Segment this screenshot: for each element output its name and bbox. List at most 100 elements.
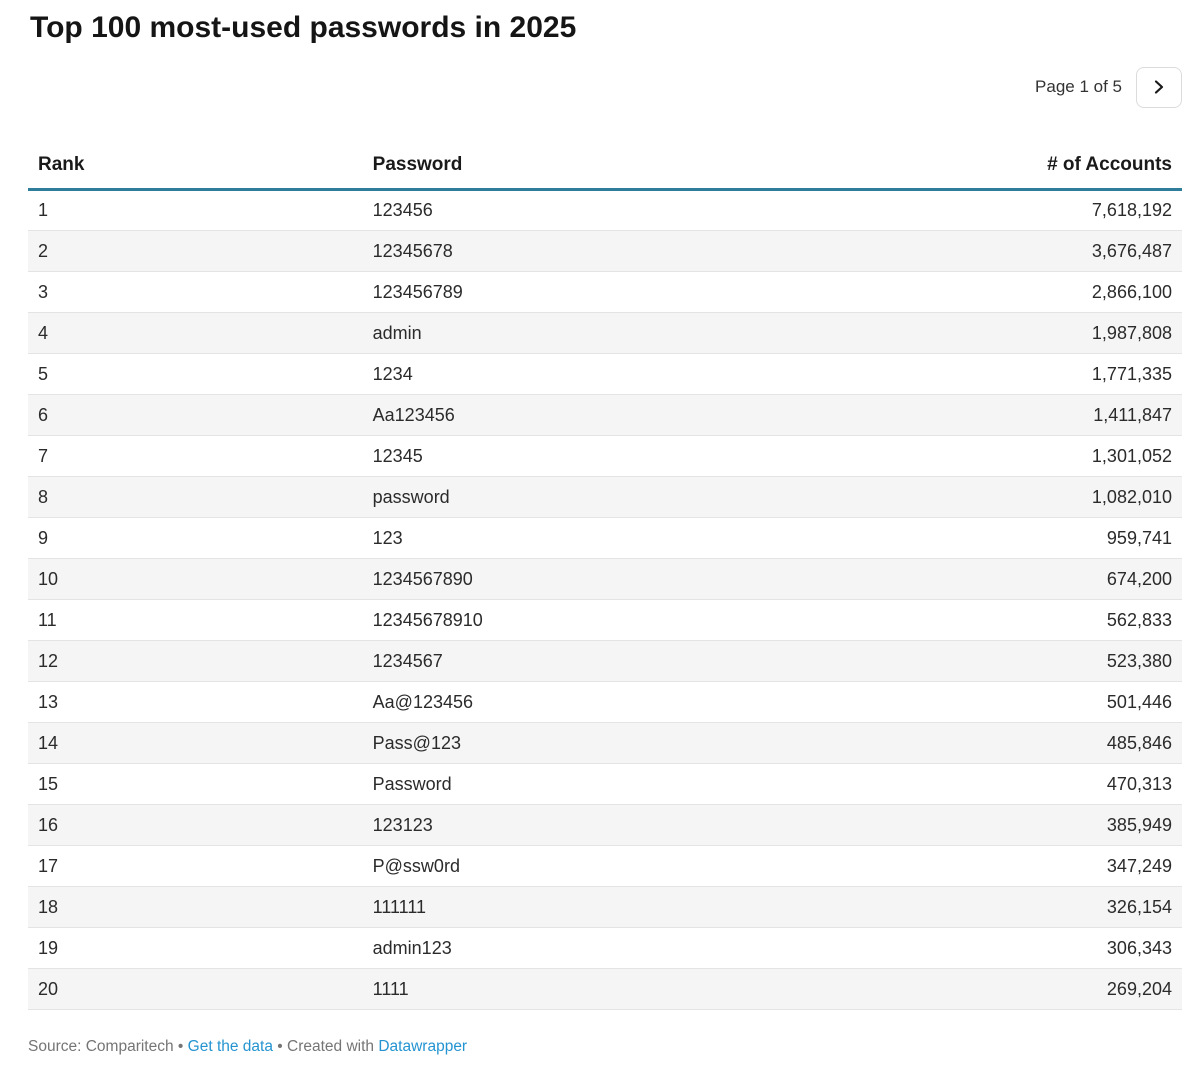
accounts-cell: 562,833	[847, 599, 1182, 641]
password-cell: Aa123456	[362, 394, 848, 436]
rank-cell: 7	[28, 435, 363, 477]
accounts-cell: 306,343	[847, 927, 1182, 969]
password-cell: 111111	[362, 886, 848, 928]
accounts-cell: 1,987,808	[847, 312, 1182, 354]
pagination-label: Page 1 of 5	[1035, 77, 1122, 96]
table-row: 13 Aa@123456 501,446	[28, 681, 1182, 723]
source-label: Source: Comparitech	[28, 1038, 174, 1055]
rank-cell: 6	[28, 394, 363, 436]
rank-cell: 15	[28, 763, 363, 805]
rank-cell: 2	[28, 230, 363, 272]
rank-cell: 4	[28, 312, 363, 354]
table-row: 17 P@ssw0rd 347,249	[28, 845, 1182, 887]
password-cell: admin	[362, 312, 848, 354]
password-cell: 1234567	[362, 640, 848, 682]
password-cell: admin123	[362, 927, 848, 969]
rank-cell: 8	[28, 476, 363, 518]
rank-cell: 10	[28, 558, 363, 600]
created-with-label: Created with	[287, 1038, 375, 1055]
table-row: 1 123456 7,618,192	[28, 189, 1182, 231]
table-row: 10 1234567890 674,200	[28, 558, 1182, 600]
next-page-button[interactable]	[1136, 66, 1182, 108]
password-cell: 123456	[362, 189, 848, 231]
table-row: 20 1111 269,204	[28, 968, 1182, 1010]
password-cell: Pass@123	[362, 722, 848, 764]
password-cell: password	[362, 476, 848, 518]
table-body: 1 123456 7,618,192 2 12345678 3,676,487 …	[28, 189, 1182, 1010]
password-cell: 123123	[362, 804, 848, 846]
password-cell: 123	[362, 517, 848, 559]
table-row: 14 Pass@123 485,846	[28, 722, 1182, 764]
password-cell: Password	[362, 763, 848, 805]
rank-cell: 14	[28, 722, 363, 764]
table-row: 6 Aa123456 1,411,847	[28, 394, 1182, 436]
table-row: 19 admin123 306,343	[28, 927, 1182, 969]
chevron-right-icon	[1151, 79, 1167, 95]
rank-cell: 1	[28, 189, 363, 231]
password-cell: 12345678910	[362, 599, 848, 641]
rank-cell: 17	[28, 845, 363, 887]
column-header-rank: Rank	[28, 144, 363, 191]
table-row: 2 12345678 3,676,487	[28, 230, 1182, 272]
password-cell: 123456789	[362, 271, 848, 313]
accounts-cell: 1,301,052	[847, 435, 1182, 477]
accounts-cell: 326,154	[847, 886, 1182, 928]
page-title: Top 100 most-used passwords in 2025	[30, 11, 577, 44]
accounts-cell: 501,446	[847, 681, 1182, 723]
passwords-table: Rank Password # of Accounts 1 123456 7,6…	[28, 144, 1182, 1010]
table-row: 11 12345678910 562,833	[28, 599, 1182, 641]
table-row: 15 Password 470,313	[28, 763, 1182, 805]
column-header-password: Password	[362, 144, 848, 191]
password-cell: 1111	[362, 968, 848, 1010]
accounts-cell: 347,249	[847, 845, 1182, 887]
table-row: 8 password 1,082,010	[28, 476, 1182, 518]
accounts-cell: 1,771,335	[847, 353, 1182, 395]
password-cell: Aa@123456	[362, 681, 848, 723]
table-row: 12 1234567 523,380	[28, 640, 1182, 682]
accounts-cell: 3,676,487	[847, 230, 1182, 272]
table-header-row: Rank Password # of Accounts	[28, 144, 1182, 191]
table-row: 5 1234 1,771,335	[28, 353, 1182, 395]
rank-cell: 5	[28, 353, 363, 395]
footer-separator: •	[177, 1038, 184, 1055]
footer: Source: Comparitech • Get the data • Cre…	[28, 1038, 1182, 1056]
accounts-cell: 470,313	[847, 763, 1182, 805]
table-row: 16 123123 385,949	[28, 804, 1182, 846]
rank-cell: 3	[28, 271, 363, 313]
password-cell: 12345	[362, 435, 848, 477]
rank-cell: 18	[28, 886, 363, 928]
password-cell: 1234567890	[362, 558, 848, 600]
accounts-cell: 959,741	[847, 517, 1182, 559]
rank-cell: 20	[28, 968, 363, 1010]
rank-cell: 16	[28, 804, 363, 846]
table-row: 7 12345 1,301,052	[28, 435, 1182, 477]
rank-cell: 19	[28, 927, 363, 969]
table-row: 4 admin 1,987,808	[28, 312, 1182, 354]
table-row: 3 123456789 2,866,100	[28, 271, 1182, 313]
accounts-cell: 523,380	[847, 640, 1182, 682]
accounts-cell: 1,411,847	[847, 394, 1182, 436]
password-cell: 12345678	[362, 230, 848, 272]
column-header-accounts: # of Accounts	[847, 144, 1182, 191]
accounts-cell: 2,866,100	[847, 271, 1182, 313]
accounts-cell: 385,949	[847, 804, 1182, 846]
accounts-cell: 674,200	[847, 558, 1182, 600]
accounts-cell: 7,618,192	[847, 189, 1182, 231]
password-cell: 1234	[362, 353, 848, 395]
accounts-cell: 485,846	[847, 722, 1182, 764]
rank-cell: 11	[28, 599, 363, 641]
pagination: Page 1 of 5	[28, 66, 1182, 108]
accounts-cell: 1,082,010	[847, 476, 1182, 518]
password-cell: P@ssw0rd	[362, 845, 848, 887]
table-row: 18 111111 326,154	[28, 886, 1182, 928]
rank-cell: 9	[28, 517, 363, 559]
footer-separator: •	[277, 1038, 283, 1055]
rank-cell: 13	[28, 681, 363, 723]
accounts-cell: 269,204	[847, 968, 1182, 1010]
get-data-link[interactable]: Get the data	[187, 1038, 273, 1055]
table-header: Rank Password # of Accounts	[28, 144, 1182, 191]
datawrapper-link[interactable]: Datawrapper	[378, 1038, 468, 1055]
rank-cell: 12	[28, 640, 363, 682]
table-row: 9 123 959,741	[28, 517, 1182, 559]
